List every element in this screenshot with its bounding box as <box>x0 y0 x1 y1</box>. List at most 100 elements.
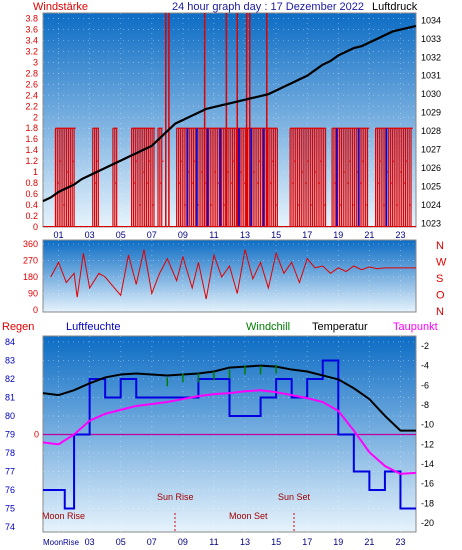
x-tick-label: 21 <box>364 230 374 240</box>
temperature-y-tick-label: -12 <box>421 439 434 449</box>
wind-y-tick-label: 3.8 <box>25 13 38 23</box>
x-tick-label: 15 <box>271 537 281 547</box>
wind-y-tick-label: 3 <box>33 57 38 67</box>
x-tick-label: 11 <box>209 230 218 240</box>
pressure-y-tick-label: 1030 <box>421 89 441 99</box>
wind-y-tick-label: 1.4 <box>25 145 38 155</box>
wind-pressure-panel: 00.20.40.60.811.21.41.61.822.22.42.62.83… <box>25 12 441 240</box>
x-tick-label: 09 <box>178 230 188 240</box>
pressure-y-tick-label: 1024 <box>421 200 441 210</box>
x-tick-label: 07 <box>147 230 157 240</box>
legend-taupunkt: Taupunkt <box>393 321 438 333</box>
direction-y-tick-label: 270 <box>23 256 38 266</box>
wind-direction-plot-area <box>42 239 417 313</box>
sun-rise-label: Sun Rise <box>157 492 194 502</box>
temperature-y-tick-label: -8 <box>421 400 429 410</box>
x-tick-label: 09 <box>178 537 188 547</box>
x-tick-label: 17 <box>302 537 312 547</box>
humidity-y-tick-label: 79 <box>5 430 15 440</box>
wind-y-tick-label: 3.4 <box>25 35 38 45</box>
wind-y-tick-label: 2 <box>33 112 38 122</box>
pressure-y-tick-label: 1034 <box>421 15 441 25</box>
pressure-y-tick-label: 1032 <box>421 52 441 62</box>
compass-label: W <box>436 257 447 269</box>
x-tick-label: 13 <box>240 230 250 240</box>
sun-set-label: Sun Set <box>278 492 311 502</box>
humidity-y-tick-label: 76 <box>5 485 15 495</box>
pressure-y-tick-label: 1025 <box>421 181 441 191</box>
moon-set-label: Moon Set <box>229 511 268 521</box>
wind-y-tick-label: 0.4 <box>25 200 38 210</box>
wind-y-tick-label: 1.8 <box>25 123 38 133</box>
wind-y-tick-label: 3.2 <box>25 46 38 56</box>
temperature-y-tick-label: -18 <box>421 498 434 508</box>
pressure-y-tick-label: 1031 <box>421 71 441 81</box>
legend-temperatur: Temperatur <box>312 321 368 333</box>
legend-regen: Regen <box>2 321 34 333</box>
x-tick-label: 01 <box>54 230 64 240</box>
pressure-y-tick-label: 1028 <box>421 126 441 136</box>
moon-rise-label: Moon Rise <box>42 511 85 521</box>
direction-y-tick-label: 360 <box>23 239 38 249</box>
temperature-y-tick-label: -10 <box>421 420 434 430</box>
x-tick-label: 15 <box>271 230 281 240</box>
temperature-y-tick-label: -4 <box>421 361 429 371</box>
x-tick-label: 11 <box>209 537 218 547</box>
pressure-line <box>42 24 417 203</box>
pressure-y-tick-label: 1023 <box>421 218 441 228</box>
x-tick-label: 05 <box>116 537 126 547</box>
pressure-axis-title: Luftdruck <box>372 1 418 13</box>
page-title: 24 hour graph day : 17 Dezember 2022 <box>172 1 364 13</box>
compass-label: N <box>436 306 444 318</box>
x-tick-label: 19 <box>333 537 343 547</box>
temperature-humidity-panel: 0 74 75 76 77 78 79 80 81 82 83 84 -2 -4 -6 -8 -10 -12 -… <box>5 335 434 547</box>
x-tick-label: 07 <box>147 537 157 547</box>
humidity-y-tick-label: 78 <box>5 448 15 458</box>
compass-label: O <box>436 290 445 302</box>
legend-windchill: Windchill <box>246 321 290 333</box>
x-tick-label: 23 <box>395 537 405 547</box>
temperature-y-tick-label: -2 <box>421 341 429 351</box>
humidity-y-tick-label: 80 <box>5 411 15 421</box>
wind-y-tick-label: 0 <box>33 222 38 232</box>
direction-y-tick-label: 0 <box>33 305 38 315</box>
humidity-y-tick-label: 83 <box>5 356 15 366</box>
rain-zero-tick-label: 0 <box>34 430 39 440</box>
x-tick-label: 21 <box>364 537 374 547</box>
temperature-y-tick-label: -6 <box>421 380 429 390</box>
x-tick-label: 19 <box>333 230 343 240</box>
wind-y-tick-label: 1.6 <box>25 134 38 144</box>
dewpoint-line <box>42 389 417 475</box>
pressure-y-tick-label: 1033 <box>421 34 441 44</box>
x-tick-label: 03 <box>85 230 95 240</box>
x-tick-label: 13 <box>240 537 250 547</box>
compass-label: S <box>436 273 443 285</box>
humidity-y-tick-label: 74 <box>5 522 15 532</box>
temperature-line <box>42 364 416 432</box>
humidity-y-tick-label: 81 <box>5 393 15 403</box>
bottom-moonrise-label: MoonRise <box>43 538 80 547</box>
x-tick-label: 05 <box>116 230 126 240</box>
humidity-y-tick-label: 82 <box>5 374 15 384</box>
pressure-y-tick-label: 1027 <box>421 145 441 155</box>
humidity-y-tick-label: 84 <box>5 337 15 347</box>
wind-y-tick-label: 2.8 <box>25 68 38 78</box>
temperature-y-tick-label: -16 <box>421 479 434 489</box>
legend-luftfeuchte: Luftfeuchte <box>66 321 120 333</box>
compass-label: N <box>436 240 444 252</box>
wind-y-tick-label: 2.6 <box>25 79 38 89</box>
wind-y-tick-label: 0.6 <box>25 189 38 199</box>
direction-y-tick-label: 90 <box>28 289 38 299</box>
x-tick-label: 03 <box>85 537 95 547</box>
wind-y-tick-label: 1 <box>33 167 38 177</box>
wind-direction-line <box>50 249 416 300</box>
temperature-y-tick-label: -20 <box>421 518 434 528</box>
wind-y-tick-label: 3.6 <box>25 24 38 34</box>
wind-y-tick-label: 2.4 <box>25 90 38 100</box>
x-tick-label: 17 <box>302 230 312 240</box>
humidity-y-tick-label: 77 <box>5 467 15 477</box>
x-tick-label: 23 <box>395 230 405 240</box>
humidity-line <box>43 359 416 510</box>
